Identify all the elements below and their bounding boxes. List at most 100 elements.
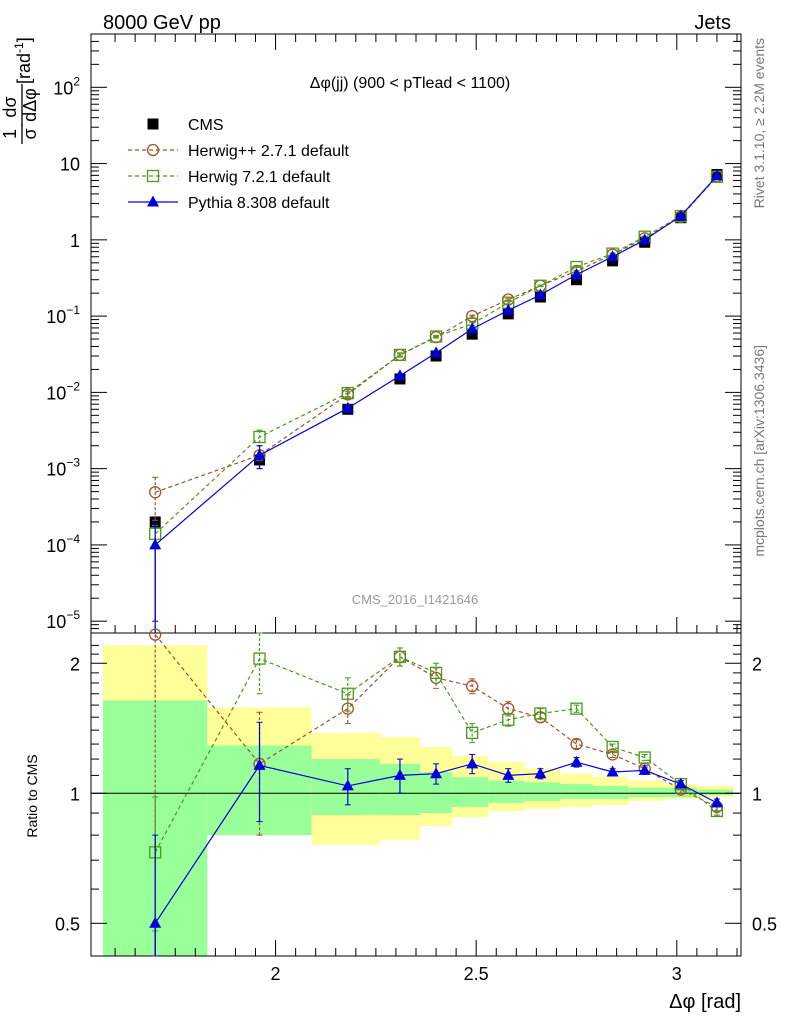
text-layer: 8000 GeV pp Jets Δφ(jj) (900 < pTlead < …: [0, 12, 767, 1013]
x-tick-label: 2: [271, 964, 281, 984]
ratio-marker-pythia: [253, 758, 266, 770]
marker-cms: [466, 328, 478, 340]
ratio-marker-pythia: [393, 768, 406, 780]
ylabel-num: 1: [0, 129, 20, 139]
ratio-series-pythia: [149, 721, 723, 957]
marker-pythia: [430, 346, 443, 358]
ratio-marker-pythia: [710, 796, 723, 808]
ratio-y-tick-label-left: 2: [70, 654, 80, 674]
legend-label-herwig7: Herwig 7.2.1 default: [188, 169, 331, 186]
y-tick-label-exp: 2: [73, 74, 80, 88]
watermark: CMS_2016_I1421646: [352, 592, 479, 607]
marker-herwig7: [393, 348, 407, 362]
ratio-marker-herwig7: [502, 713, 515, 726]
y-tick-label: 10−4: [46, 532, 80, 556]
ratio-marker-herwig7: [341, 687, 354, 700]
y-tick-label: 10−2: [46, 379, 80, 403]
y-tick-label-base: 10: [60, 155, 80, 175]
ratio-marker-herwig7: [393, 650, 407, 663]
legend-marker-pythia: [147, 195, 159, 207]
ratio-y-tick-label-left: 0.5: [55, 914, 80, 934]
ratio-y-tick-label-right: 1: [752, 784, 762, 804]
y-tick-label: 10: [60, 155, 80, 175]
marker-pythia: [466, 322, 479, 334]
ratio-marker-herwigpp: [606, 748, 619, 761]
series: [149, 168, 724, 957]
ratio-marker-pythia: [638, 763, 651, 775]
ratio-marker-pythia: [674, 777, 687, 789]
x-tick-label: 2.5: [464, 964, 489, 984]
legend-item-pythia: Pythia 8.308 default: [128, 195, 330, 212]
marker-pythia: [341, 401, 354, 413]
ylabel-unit: [rad-1]: [12, 37, 34, 84]
ylabel-unit-exp: -1: [12, 42, 26, 53]
legend-marker-herwigpp: [146, 143, 160, 157]
ylabel-num2: dσ: [0, 96, 20, 117]
marker-pythia: [149, 538, 162, 550]
y-tick-label-base: 10: [46, 307, 66, 327]
ratio-marker-herwig7: [606, 740, 619, 754]
y-tick-label: 10−5: [46, 608, 80, 632]
y-tick-label: 10−3: [46, 456, 80, 480]
ratio-band-green: [592, 785, 629, 799]
header-right: Jets: [694, 12, 731, 34]
y-tick-label-exp: −2: [66, 379, 80, 393]
x-tick-label: 3: [672, 964, 682, 984]
ratio-band-green: [628, 787, 665, 798]
y-tick-label: 102: [53, 74, 80, 98]
legend: CMS Herwig++ 2.7.1 default Herwig 7.2.1 de…: [128, 117, 350, 212]
ratio-marker-pythia: [430, 767, 443, 779]
legend-item-cms: CMS: [147, 117, 224, 134]
ylabel-den2: dΔφ: [20, 88, 40, 122]
y-tick-label: 1: [70, 231, 80, 251]
ratio-marker-herwigpp: [149, 628, 162, 641]
marker-pythia: [638, 233, 651, 245]
ratio-marker-herwig7: [638, 751, 651, 764]
marker-cms: [570, 274, 582, 286]
ylabel-unit-open: [rad: [14, 53, 34, 84]
legend-label-cms: CMS: [188, 117, 224, 134]
y-tick-label: 10−1: [46, 303, 80, 327]
legend-marker-cms: [147, 118, 159, 130]
ratio-marker-pythia: [570, 755, 583, 767]
ratio-band-green: [696, 789, 733, 796]
marker-pythia: [710, 169, 723, 181]
legend-item-herwigpp: Herwig++ 2.7.1 default: [128, 143, 350, 160]
ratio-marker-herwig7: [534, 707, 547, 720]
ratio-marker-pythia: [502, 768, 515, 780]
marker-pythia: [674, 209, 687, 221]
y-tick-label-base: 10: [46, 612, 66, 632]
y-tick-label-base: 10: [46, 536, 66, 556]
ratio-band-green: [560, 784, 593, 799]
marker-pythia: [502, 303, 515, 315]
marker-pythia: [393, 369, 406, 381]
ratio-marker-herwig7: [253, 652, 266, 665]
marker-pythia: [606, 250, 619, 262]
rivet-label: Rivet 3.1.10, ≥ 2.2M events: [751, 38, 767, 208]
marker-herwigpp: [466, 309, 479, 323]
marker-herwig7: [429, 330, 443, 343]
line-herwigpp: [154, 175, 718, 493]
legend-item-herwig7: Herwig 7.2.1 default: [128, 169, 331, 186]
y-axis-label: 1 σ dσ dΔφ [rad-1]: [0, 37, 40, 144]
ratio-band-green: [452, 777, 489, 807]
ratio-marker-herwigpp: [570, 737, 583, 751]
plot-title: Δφ(jj) (900 < pTlead < 1100): [310, 75, 510, 92]
ylabel-unit-close: ]: [14, 37, 34, 42]
y-tick-label-exp: −3: [66, 456, 80, 470]
ratio-marker-pythia: [534, 767, 547, 779]
y-tick-label-base: 10: [53, 78, 73, 98]
y-tick-label-base: 10: [46, 460, 66, 480]
ratio-marker-pythia: [606, 765, 619, 777]
ylabel-den: σ: [20, 128, 40, 139]
y-tick-label-base: 1: [70, 231, 80, 251]
header-left: 8000 GeV pp: [103, 12, 221, 34]
marker-pythia: [534, 288, 547, 300]
ratio-marker-herwigpp: [466, 680, 479, 693]
ratio-marker-pythia: [341, 779, 354, 791]
series-herwigpp: [149, 170, 724, 521]
y-tick-label-exp: −5: [66, 608, 80, 622]
legend-label-herwigpp: Herwig++ 2.7.1 default: [188, 143, 350, 160]
ratio-band-green: [524, 782, 561, 801]
